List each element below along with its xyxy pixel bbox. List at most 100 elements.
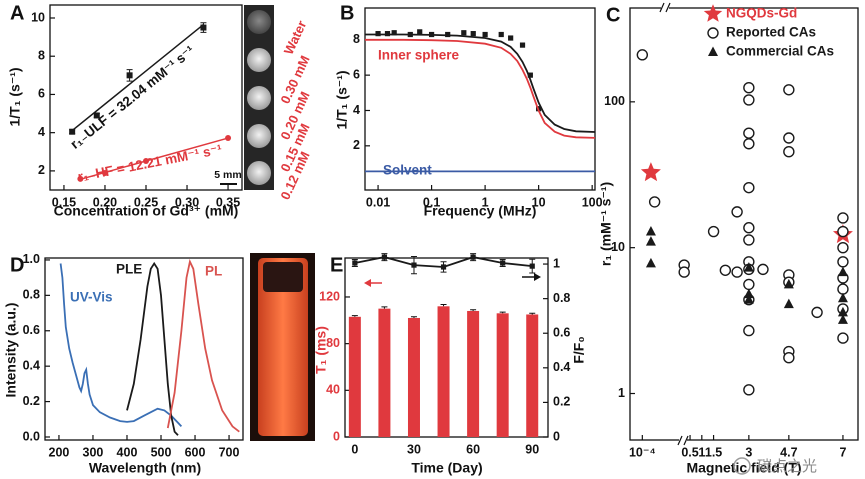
x-tick-label: 60 (466, 442, 480, 456)
y-tick-label: 80 (326, 336, 340, 350)
watermark-text: 碳点之光 (757, 458, 817, 475)
marker (126, 72, 133, 79)
plot-frame (44, 257, 244, 441)
x-tick-label: 0.5 (681, 445, 698, 459)
marker (837, 283, 849, 295)
marker (837, 225, 849, 238)
x-tick-label: 30 (407, 442, 421, 456)
x-tick-label: 500 (151, 445, 172, 459)
y-tick-label: 8 (38, 49, 45, 63)
y2-tick-label: 0 (553, 429, 560, 443)
marker (200, 24, 207, 31)
series-label: Inner sphere (378, 48, 460, 63)
bar (378, 308, 391, 437)
x-tick-label: 0.30 (175, 195, 199, 209)
y2-tick-label: 0.2 (553, 395, 570, 409)
axis-arrows (364, 273, 541, 287)
error-bar (499, 311, 506, 314)
series-line (59, 263, 183, 428)
legend-marker (708, 46, 718, 56)
legend-label: Reported CAs (726, 25, 816, 40)
marker (837, 212, 849, 224)
x-tick-label: 700 (219, 445, 240, 459)
y-tick-label: 0.6 (23, 323, 40, 337)
marker (743, 138, 755, 150)
x-tick-label: 4.7 (780, 445, 797, 459)
y-tick-label: 2 (353, 138, 360, 152)
marker (470, 31, 476, 37)
marker (645, 226, 656, 236)
x-axis-label: Concentration of Gd³⁺ (mM) (54, 203, 239, 219)
x-tick-label: 90 (525, 442, 539, 456)
panel-label: C (606, 4, 620, 26)
bar (526, 314, 539, 437)
marker (498, 31, 504, 38)
x-tick-label: 3 (745, 445, 752, 459)
error-bar (470, 309, 477, 311)
bar (348, 316, 361, 437)
marker (508, 35, 514, 41)
phantom (247, 48, 271, 72)
marker (837, 241, 849, 254)
axis-break (659, 2, 689, 446)
x-tick-label: 7 (839, 445, 846, 459)
marker (743, 262, 754, 272)
marker (391, 30, 397, 36)
break-gap (679, 436, 687, 444)
y2-axis-label: F/F₀ (571, 336, 587, 363)
marker (101, 169, 108, 176)
break-mark (665, 2, 671, 13)
legend-label: NGQDs-Gd (726, 6, 797, 21)
y-axis-label: 1/T₁ (s⁻¹) (7, 67, 23, 126)
error-bar (381, 306, 388, 309)
phantom (247, 10, 271, 34)
vial-photo (250, 253, 315, 441)
marker (719, 264, 732, 276)
break-gap (661, 4, 669, 12)
x-tick-label: 1 (698, 445, 705, 459)
error-bar (440, 304, 447, 307)
x-tick-label: 1.5 (705, 445, 722, 459)
legend-label: Commercial CAs (726, 44, 834, 59)
series-line (365, 38, 596, 139)
marker (837, 314, 848, 324)
y2-tick-label: 1 (553, 256, 560, 270)
marker (381, 254, 388, 260)
marker (743, 278, 755, 291)
marker (783, 146, 795, 158)
series-line (365, 33, 596, 133)
marker (743, 288, 754, 299)
marker (783, 278, 794, 289)
marker (69, 128, 76, 135)
x-axis-label: Frequency (MHz) (424, 203, 537, 219)
marker (743, 127, 755, 139)
panel-label: D (10, 254, 24, 276)
vial-cap (263, 262, 303, 292)
y-tick-label: 0 (333, 429, 340, 443)
plot-frame (629, 7, 859, 441)
marker (482, 31, 488, 38)
marker (640, 162, 661, 182)
y-tick-label: 6 (38, 87, 45, 101)
marker (707, 225, 720, 238)
y-tick-label: 40 (326, 383, 340, 397)
marker (440, 264, 447, 270)
legend-marker (707, 27, 719, 39)
break-mark (683, 435, 689, 446)
marker (470, 254, 476, 260)
marker (743, 294, 754, 304)
marker (731, 266, 743, 278)
y2-tick-label: 0.8 (553, 291, 570, 305)
marker (731, 206, 743, 218)
legend-marker (703, 4, 723, 22)
marker (648, 196, 661, 208)
marker (743, 384, 755, 396)
x-tick-label: 600 (185, 445, 206, 459)
y-tick-label: 100 (604, 94, 625, 108)
marker (743, 222, 755, 234)
y-tick-label: 1 (618, 386, 625, 400)
y-tick-label: 10 (31, 10, 45, 24)
marker (645, 236, 656, 246)
